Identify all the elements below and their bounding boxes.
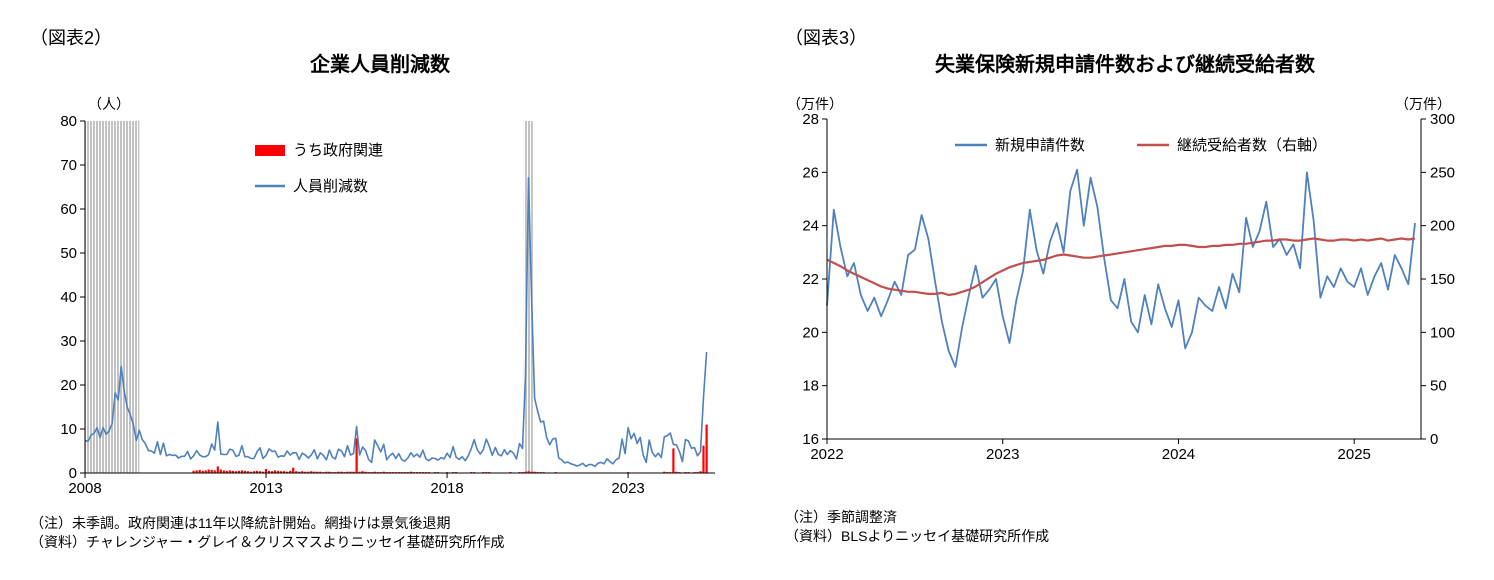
svg-text:22: 22: [802, 271, 819, 288]
svg-text:2018: 2018: [430, 480, 463, 497]
svg-text:24: 24: [802, 218, 819, 235]
svg-text:26: 26: [802, 164, 819, 181]
svg-text:0: 0: [69, 465, 77, 482]
figure2-note-line-2: （資料）チャレンジャー・グレイ＆クリスマスよりニッセイ基礎研究所作成: [30, 533, 505, 550]
figure3-note-line-2: （資料）BLSよりニッセイ基礎研究所作成: [785, 527, 1050, 544]
figure2-notes: （注）未季調。政府関連は11年以降統計開始。網掛けは景気後退期 （資料）チャレン…: [30, 514, 730, 552]
svg-text:300: 300: [1430, 111, 1455, 128]
figure3-note-line-1: （注）季節調整済: [785, 509, 897, 525]
svg-text:新規申請件数: 新規申請件数: [995, 137, 1085, 154]
svg-text:2025: 2025: [1338, 446, 1371, 463]
figure3-label: （図表3）: [785, 28, 868, 48]
figure2-title: 企業人員削減数: [310, 54, 450, 76]
svg-text:2024: 2024: [1162, 446, 1195, 463]
svg-text:200: 200: [1430, 218, 1455, 235]
svg-text:20: 20: [802, 324, 819, 341]
svg-text:70: 70: [60, 157, 77, 174]
figure2-note-line-1: （注）未季調。政府関連は11年以降統計開始。網掛けは景気後退期: [30, 515, 451, 531]
figure2-axes: 0 10 20 30 40 50 60 70 80 2008 2013 2018 2023: [60, 113, 715, 497]
svg-text:50: 50: [1430, 378, 1447, 395]
initial-claims-line: [826, 168, 1416, 368]
svg-text:うち政府関連: うち政府関連: [293, 142, 383, 159]
svg-text:10: 10: [60, 421, 77, 438]
svg-text:28: 28: [802, 111, 819, 128]
figure3-legend: 新規申請件数 継続受給者数（右軸）: [955, 137, 1327, 154]
recession-bands: [85, 121, 533, 473]
svg-text:50: 50: [60, 245, 77, 262]
svg-text:16: 16: [802, 431, 819, 448]
continuing-claims-line: [826, 237, 1416, 297]
figure2: （図表2） 企業人員削減数 （人） 0 10 20 30 40 50 60 70 80 2008 2…: [30, 28, 730, 552]
figure3-left-y-axis-unit: （万件）: [787, 96, 843, 112]
figure3-title: 失業保険新規申請件数および継続受給者数: [935, 54, 1315, 76]
svg-text:40: 40: [60, 289, 77, 306]
svg-text:継続受給者数（右軸）: 継続受給者数（右軸）: [1177, 137, 1327, 154]
svg-text:150: 150: [1430, 271, 1455, 288]
svg-text:60: 60: [60, 201, 77, 218]
figure2-label: （図表2）: [30, 28, 113, 48]
layoffs-line: [84, 177, 708, 468]
figure2-y-axis-unit: （人）: [88, 96, 130, 112]
svg-text:30: 30: [60, 333, 77, 350]
svg-text:2023: 2023: [611, 480, 644, 497]
svg-text:2013: 2013: [249, 480, 282, 497]
svg-text:2022: 2022: [810, 446, 843, 463]
svg-text:250: 250: [1430, 164, 1455, 181]
svg-text:0: 0: [1430, 431, 1438, 448]
svg-text:2008: 2008: [68, 480, 101, 497]
svg-text:2023: 2023: [986, 446, 1019, 463]
svg-text:100: 100: [1430, 324, 1455, 341]
figure3-right-y-axis-unit: （万件）: [1395, 96, 1451, 112]
svg-text:80: 80: [60, 113, 77, 130]
figure3-notes: （注）季節調整済 （資料）BLSよりニッセイ基礎研究所作成: [785, 508, 1465, 546]
svg-text:20: 20: [60, 377, 77, 394]
figure3: （図表3） 失業保険新規申請件数および継続受給者数 （万件） （万件） 16 18…: [785, 28, 1465, 546]
figure2-chart-svg: 0 10 20 30 40 50 60 70 80 2008 2013 2018 2023 うち政府関連人…: [60, 113, 715, 497]
svg-text:18: 18: [802, 378, 819, 395]
svg-text:人員削減数: 人員削減数: [293, 178, 368, 195]
